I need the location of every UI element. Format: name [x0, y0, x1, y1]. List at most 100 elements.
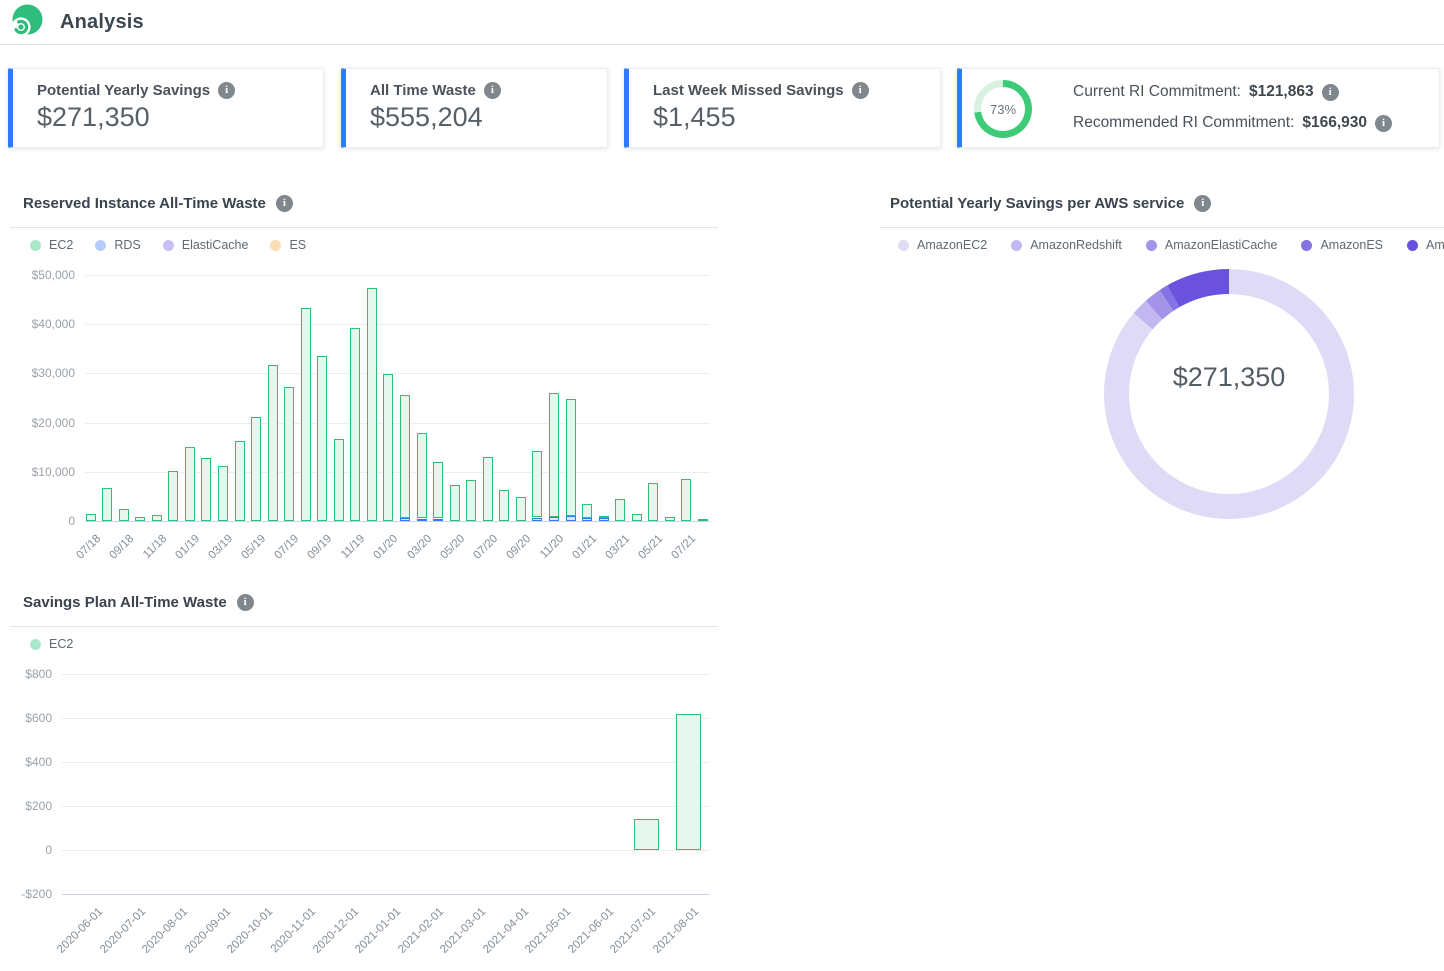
bar-ec2-08/20[interactable]	[499, 489, 510, 521]
legend-label: ES	[289, 238, 307, 252]
bar-ec2-06/20[interactable]	[466, 479, 477, 521]
gridline	[62, 894, 710, 895]
legend-label: EC2	[49, 637, 74, 651]
gridline	[85, 324, 710, 326]
legend-item-amazonelasticache[interactable]: AmazonElastiCache	[1145, 238, 1278, 252]
bar-ec2-02/19[interactable]	[201, 457, 212, 521]
bar-ec2-12/18[interactable]	[168, 470, 179, 521]
bar-ec2-08/18[interactable]	[102, 487, 112, 521]
info-icon[interactable]	[1194, 195, 1212, 212]
bar-ec2-2021-08-01[interactable]	[676, 713, 702, 850]
bar-ec2-2021-07-01[interactable]	[633, 819, 659, 850]
legend-dot-icon	[162, 239, 174, 251]
y-axis-label: 0	[45, 843, 52, 857]
bar-ec2-07/21[interactable]	[681, 478, 692, 521]
legend-item-elasticache[interactable]: ElastiCache	[162, 238, 248, 252]
bar-ec2-02/21[interactable]	[598, 515, 609, 518]
y-axis-label: $200	[25, 799, 52, 813]
bar-ec2-03/19[interactable]	[217, 465, 228, 521]
bar-ec2-09/19[interactable]	[317, 355, 328, 521]
bar-ec2-07/18[interactable]	[85, 513, 96, 521]
legend-dot-icon	[1301, 239, 1313, 251]
app-header: Analysis	[0, 0, 1444, 45]
gridline	[62, 674, 710, 675]
bar-rds-11/20[interactable]	[548, 516, 559, 521]
bar-ec2-03/20[interactable]	[416, 433, 427, 519]
legend-dot-icon	[270, 239, 282, 251]
savings-donut-chart[interactable]: $271,350	[1104, 269, 1354, 519]
legend-item-amazones[interactable]: AmazonES	[1301, 238, 1383, 252]
legend-dot-icon	[30, 638, 41, 650]
bar-rds-04/20[interactable]	[433, 518, 444, 521]
card-last-week-missed-savings: Last Week Missed Savings $1,455	[624, 68, 941, 148]
bar-ec2-10/18[interactable]	[135, 516, 146, 521]
bar-ec2-03/21[interactable]	[615, 498, 626, 521]
bar-ec2-07/19[interactable]	[284, 386, 295, 521]
info-icon[interactable]	[1375, 114, 1393, 132]
bar-ec2-02/20[interactable]	[399, 394, 410, 519]
x-axis-label: 05/21	[636, 532, 666, 562]
bar-rds-02/20[interactable]	[399, 518, 410, 521]
bar-rds-10/20[interactable]	[532, 517, 543, 521]
bar-ec2-09/18[interactable]	[118, 509, 129, 521]
legend-dot-icon	[95, 239, 107, 251]
row-value: $166,930	[1302, 114, 1368, 131]
bar-ec2-06/21[interactable]	[664, 516, 675, 521]
info-icon[interactable]	[851, 82, 869, 99]
bar-ec2-11/19[interactable]	[350, 328, 361, 521]
legend-item-es[interactable]: ES	[270, 238, 306, 252]
legend-item-amazonredshift[interactable]: AmazonRedshift	[1011, 238, 1122, 252]
bar-ec2-06/19[interactable]	[267, 365, 278, 521]
x-axis-label: 07/19	[272, 532, 302, 562]
bar-ec2-04/21[interactable]	[631, 513, 642, 521]
bar-ec2-08/21[interactable]	[697, 518, 708, 521]
bar-ec2-05/20[interactable]	[449, 485, 460, 521]
savings-plan-chart-panel: Savings Plan All-Time Waste EC2 $800 $600…	[10, 594, 718, 971]
bar-ec2-10/20[interactable]	[532, 451, 543, 518]
bar-ec2-05/19[interactable]	[251, 416, 261, 521]
legend-item-rds[interactable]: RDS	[95, 238, 141, 252]
info-icon[interactable]	[218, 82, 236, 99]
bar-ec2-07/20[interactable]	[482, 456, 493, 521]
savings-per-service-panel: Potential Yearly Savings per AWS service…	[880, 195, 1444, 525]
bar-ec2-05/21[interactable]	[648, 482, 659, 521]
x-axis-label: 03/20	[404, 532, 434, 562]
gridline	[85, 422, 710, 424]
row-label: Current RI Commitment:	[1073, 83, 1241, 100]
bar-ec2-01/20[interactable]	[383, 373, 394, 521]
bar-ec2-01/19[interactable]	[184, 447, 195, 521]
bar-ec2-12/19[interactable]	[366, 287, 377, 521]
y-axis-label: $10,000	[31, 464, 75, 479]
info-icon[interactable]	[275, 195, 293, 212]
card-value: $555,204	[370, 102, 483, 132]
gridline	[62, 762, 710, 763]
bar-rds-12/20[interactable]	[565, 515, 576, 521]
bar-rds-02/21[interactable]	[598, 518, 609, 521]
gauge-inner	[981, 87, 1025, 131]
bar-ec2-08/19[interactable]	[300, 307, 311, 521]
row-label: Recommended RI Commitment:	[1073, 114, 1295, 131]
bar-rds-03/20[interactable]	[416, 518, 427, 521]
bar-ec2-11/18[interactable]	[151, 514, 162, 521]
bar-ec2-01/21[interactable]	[582, 503, 592, 518]
bar-ec2-09/20[interactable]	[515, 496, 526, 521]
legend-item-amazonrds[interactable]: AmazonRDS	[1407, 238, 1444, 252]
bar-ec2-04/19[interactable]	[234, 440, 245, 521]
info-icon[interactable]	[483, 82, 501, 99]
bar-ec2-11/20[interactable]	[548, 393, 559, 517]
info-icon[interactable]	[236, 594, 254, 611]
legend-dot-icon	[1407, 239, 1418, 251]
bar-ec2-12/20[interactable]	[565, 398, 576, 516]
legend-item-ec2[interactable]: EC2	[30, 238, 73, 252]
legend-item-ec2[interactable]: EC2	[30, 637, 73, 651]
x-axis-label: 01/19	[173, 532, 203, 562]
bar-ec2-10/19[interactable]	[333, 438, 344, 521]
legend-label: EC2	[49, 238, 74, 252]
x-axis-label: 11/18	[140, 532, 169, 561]
bar-ec2-04/20[interactable]	[433, 461, 444, 519]
info-icon[interactable]	[1321, 83, 1339, 101]
bar-rds-01/21[interactable]	[582, 517, 592, 521]
legend-label: AmazonElastiCache	[1164, 238, 1278, 252]
legend-item-amazonec2[interactable]: AmazonEC2	[898, 238, 987, 252]
